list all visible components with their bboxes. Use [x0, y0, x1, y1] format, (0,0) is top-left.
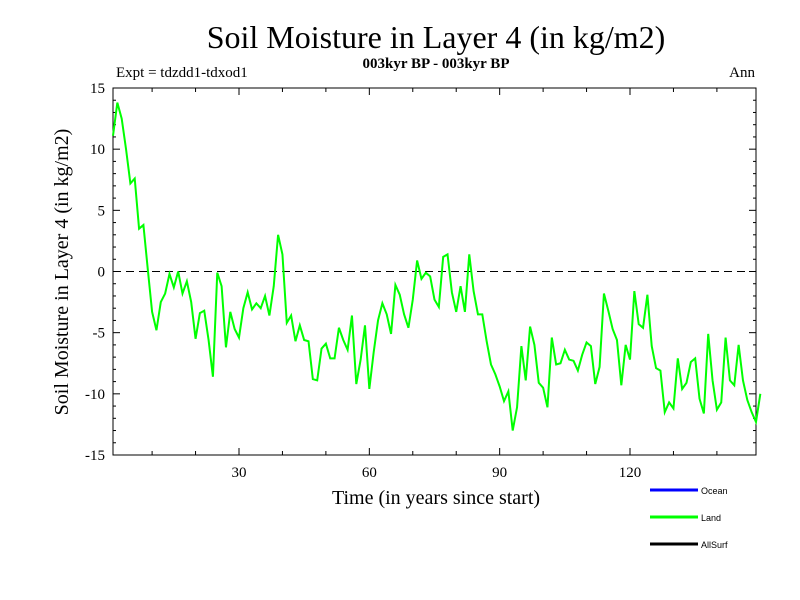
- x-tick-label: 90: [492, 465, 507, 481]
- y-tick-label: 15: [90, 81, 105, 97]
- chart-subtitle: 003kyr BP - 003kyr BP: [363, 56, 510, 72]
- y-tick-label: -15: [85, 448, 105, 464]
- season-label: Ann: [729, 65, 755, 81]
- y-tick-label: -10: [85, 387, 105, 403]
- expt-label: Expt = tdzdd1-tdxod1: [116, 65, 248, 81]
- x-tick-label: 30: [231, 465, 246, 481]
- legend-label-allsurf: AllSurf: [701, 540, 728, 550]
- x-tick-label: 120: [619, 465, 642, 481]
- legend: Ocean Land AllSurf: [650, 486, 728, 550]
- y-tick-label: 10: [90, 142, 105, 158]
- y-tick-label: -5: [93, 326, 106, 342]
- y-tick-label: 0: [98, 265, 106, 281]
- x-axis-ticks: 30 60 90 120: [151, 88, 718, 481]
- x-tick-label: 60: [362, 465, 377, 481]
- x-axis-label: Time (in years since start): [332, 487, 540, 509]
- series-line-land: [112, 102, 762, 431]
- legend-label-ocean: Ocean: [701, 486, 728, 496]
- y-tick-label: 5: [98, 203, 106, 219]
- chart-title: Soil Moisture in Layer 4 (in kg/m2): [207, 19, 666, 55]
- y-axis-label: Soil Moisture in Layer 4 (in kg/m2): [51, 129, 73, 416]
- legend-label-land: Land: [701, 513, 721, 523]
